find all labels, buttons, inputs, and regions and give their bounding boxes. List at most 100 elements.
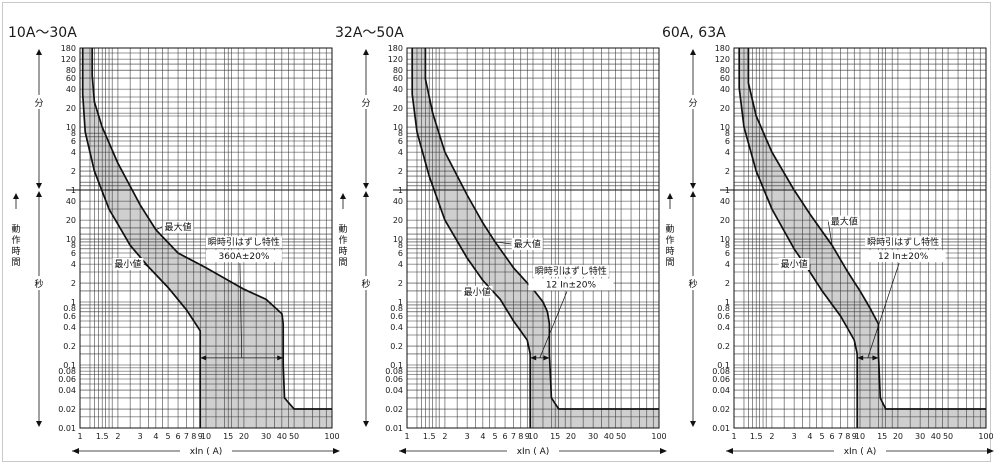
y-tick-label: 60	[393, 74, 403, 83]
y-tick-label: 6	[398, 137, 403, 146]
y-tick-label: 4	[398, 260, 403, 269]
y-tick-label: 0.08	[712, 367, 730, 376]
x-tick-label: 20	[566, 432, 576, 441]
time-label-arrow	[340, 193, 346, 200]
y-tick-label: 20	[720, 216, 730, 225]
y-tick-label: 2	[71, 167, 76, 176]
x-tick-label: 1	[77, 432, 82, 441]
y-tick-label: 20	[66, 104, 76, 113]
instant-leader	[867, 263, 900, 358]
y-tick-label: 0.4	[717, 323, 730, 332]
min-label-bg	[112, 257, 144, 270]
time-label-char: 動	[11, 224, 20, 235]
y-tick-label: 1	[71, 186, 76, 195]
min-label-bg	[461, 285, 493, 298]
chart-panel-2: 32A～50A180120806040201086421402010864210…	[335, 25, 667, 457]
x-tick-label: 15	[550, 432, 560, 441]
x-tick-label: 7	[838, 432, 843, 441]
y-tick-label: 8	[71, 129, 76, 138]
panel-title: 32A～50A	[335, 25, 404, 41]
y-tick-label: 8	[71, 241, 76, 250]
y-tick-label: 0.1	[63, 361, 76, 370]
y-tick-label: 0.6	[717, 312, 730, 321]
x-axis-arrow-left	[726, 448, 733, 454]
y-tick-label: 1	[398, 298, 403, 307]
panel-title: 10A～30A	[8, 25, 77, 41]
minutes-arrow-up	[690, 49, 696, 55]
minutes-label: 分	[34, 98, 43, 109]
y-tick-label: 0.2	[717, 342, 730, 351]
instant-trip-value: 12 In±20%	[878, 252, 929, 262]
y-tick-label: 8	[398, 241, 403, 250]
y-tick-label: 6	[725, 137, 730, 146]
x-tick-label: 8	[191, 432, 196, 441]
y-tick-label: 0.01	[385, 424, 403, 433]
instant-range-arrow-left	[200, 355, 207, 361]
y-tick-label: 40	[720, 197, 730, 206]
y-tick-label: 120	[388, 55, 403, 64]
y-tick-label: 6	[71, 249, 76, 258]
y-tick-label: 0.06	[58, 375, 76, 384]
minutes-label-bg	[360, 94, 372, 109]
y-tick-label: 2	[725, 167, 730, 176]
plot-frame	[406, 47, 660, 429]
seconds-arrow-down	[690, 421, 696, 427]
y-tick-label: 0.01	[58, 424, 76, 433]
time-label-char: 時	[665, 246, 674, 257]
y-tick-label: 0.04	[58, 386, 76, 395]
plot-frame	[733, 47, 987, 429]
y-tick-label: 10	[66, 235, 76, 244]
seconds-label: 秒	[688, 278, 697, 290]
x-tick-label: 40	[931, 432, 941, 441]
trip-band	[412, 48, 659, 428]
x-tick-label: 9	[852, 432, 857, 441]
y-tick-label: 40	[66, 85, 76, 94]
seconds-arrow-up	[690, 191, 696, 198]
seconds-arrow-down	[36, 421, 42, 427]
x-tick-label: 5	[166, 432, 171, 441]
x-tick-label: 50	[616, 432, 626, 441]
x-tick-label: 1.5	[423, 432, 436, 441]
time-label-char: 動	[665, 224, 674, 235]
y-tick-label: 0.1	[390, 361, 403, 370]
x-axis-arrow-right	[987, 448, 994, 454]
y-tick-label: 180	[715, 44, 730, 53]
y-tick-label: 4	[71, 148, 76, 157]
min-leader	[482, 280, 494, 293]
x-tick-label: 10	[201, 432, 211, 441]
minutes-label: 分	[361, 98, 370, 109]
x-tick-label: 20	[893, 432, 903, 441]
y-tick-label: 0.6	[390, 312, 403, 321]
y-tick-label: 8	[725, 241, 730, 250]
y-tick-label: 80	[393, 66, 403, 75]
panel-title: 60A, 63A	[662, 25, 726, 41]
minutes-arrow-up	[363, 49, 369, 55]
y-tick-label: 20	[393, 104, 403, 113]
x-tick-label: 4	[153, 432, 158, 441]
x-tick-label: 50	[289, 432, 299, 441]
x-axis-arrow-left	[72, 448, 79, 454]
y-tick-label: 40	[393, 85, 403, 94]
y-tick-label: 6	[725, 249, 730, 258]
time-label-char: 作	[338, 234, 347, 246]
seconds-arrow-up	[36, 191, 42, 198]
max-label: 最大値	[831, 216, 858, 228]
max-label-bg	[162, 220, 194, 233]
y-tick-label: 4	[71, 260, 76, 269]
y-tick-label: 0.04	[712, 386, 730, 395]
time-label-char: 間	[11, 257, 20, 268]
y-tick-label: 40	[66, 197, 76, 206]
y-tick-label: 8	[398, 129, 403, 138]
y-tick-label: 0.2	[63, 342, 76, 351]
x-axis-arrow-left	[399, 448, 406, 454]
instant-trip-label-bg	[205, 236, 282, 249]
y-tick-label: 1	[725, 186, 730, 195]
max-label: 最大値	[165, 221, 192, 233]
y-tick-label: 0.06	[712, 375, 730, 384]
y-tick-label: 0.8	[717, 304, 730, 313]
y-tick-label: 40	[393, 197, 403, 206]
x-tick-label: 7	[184, 432, 189, 441]
y-tick-label: 1	[398, 186, 403, 195]
x-tick-label: 10	[855, 432, 865, 441]
minutes-arrow-down	[690, 183, 696, 190]
